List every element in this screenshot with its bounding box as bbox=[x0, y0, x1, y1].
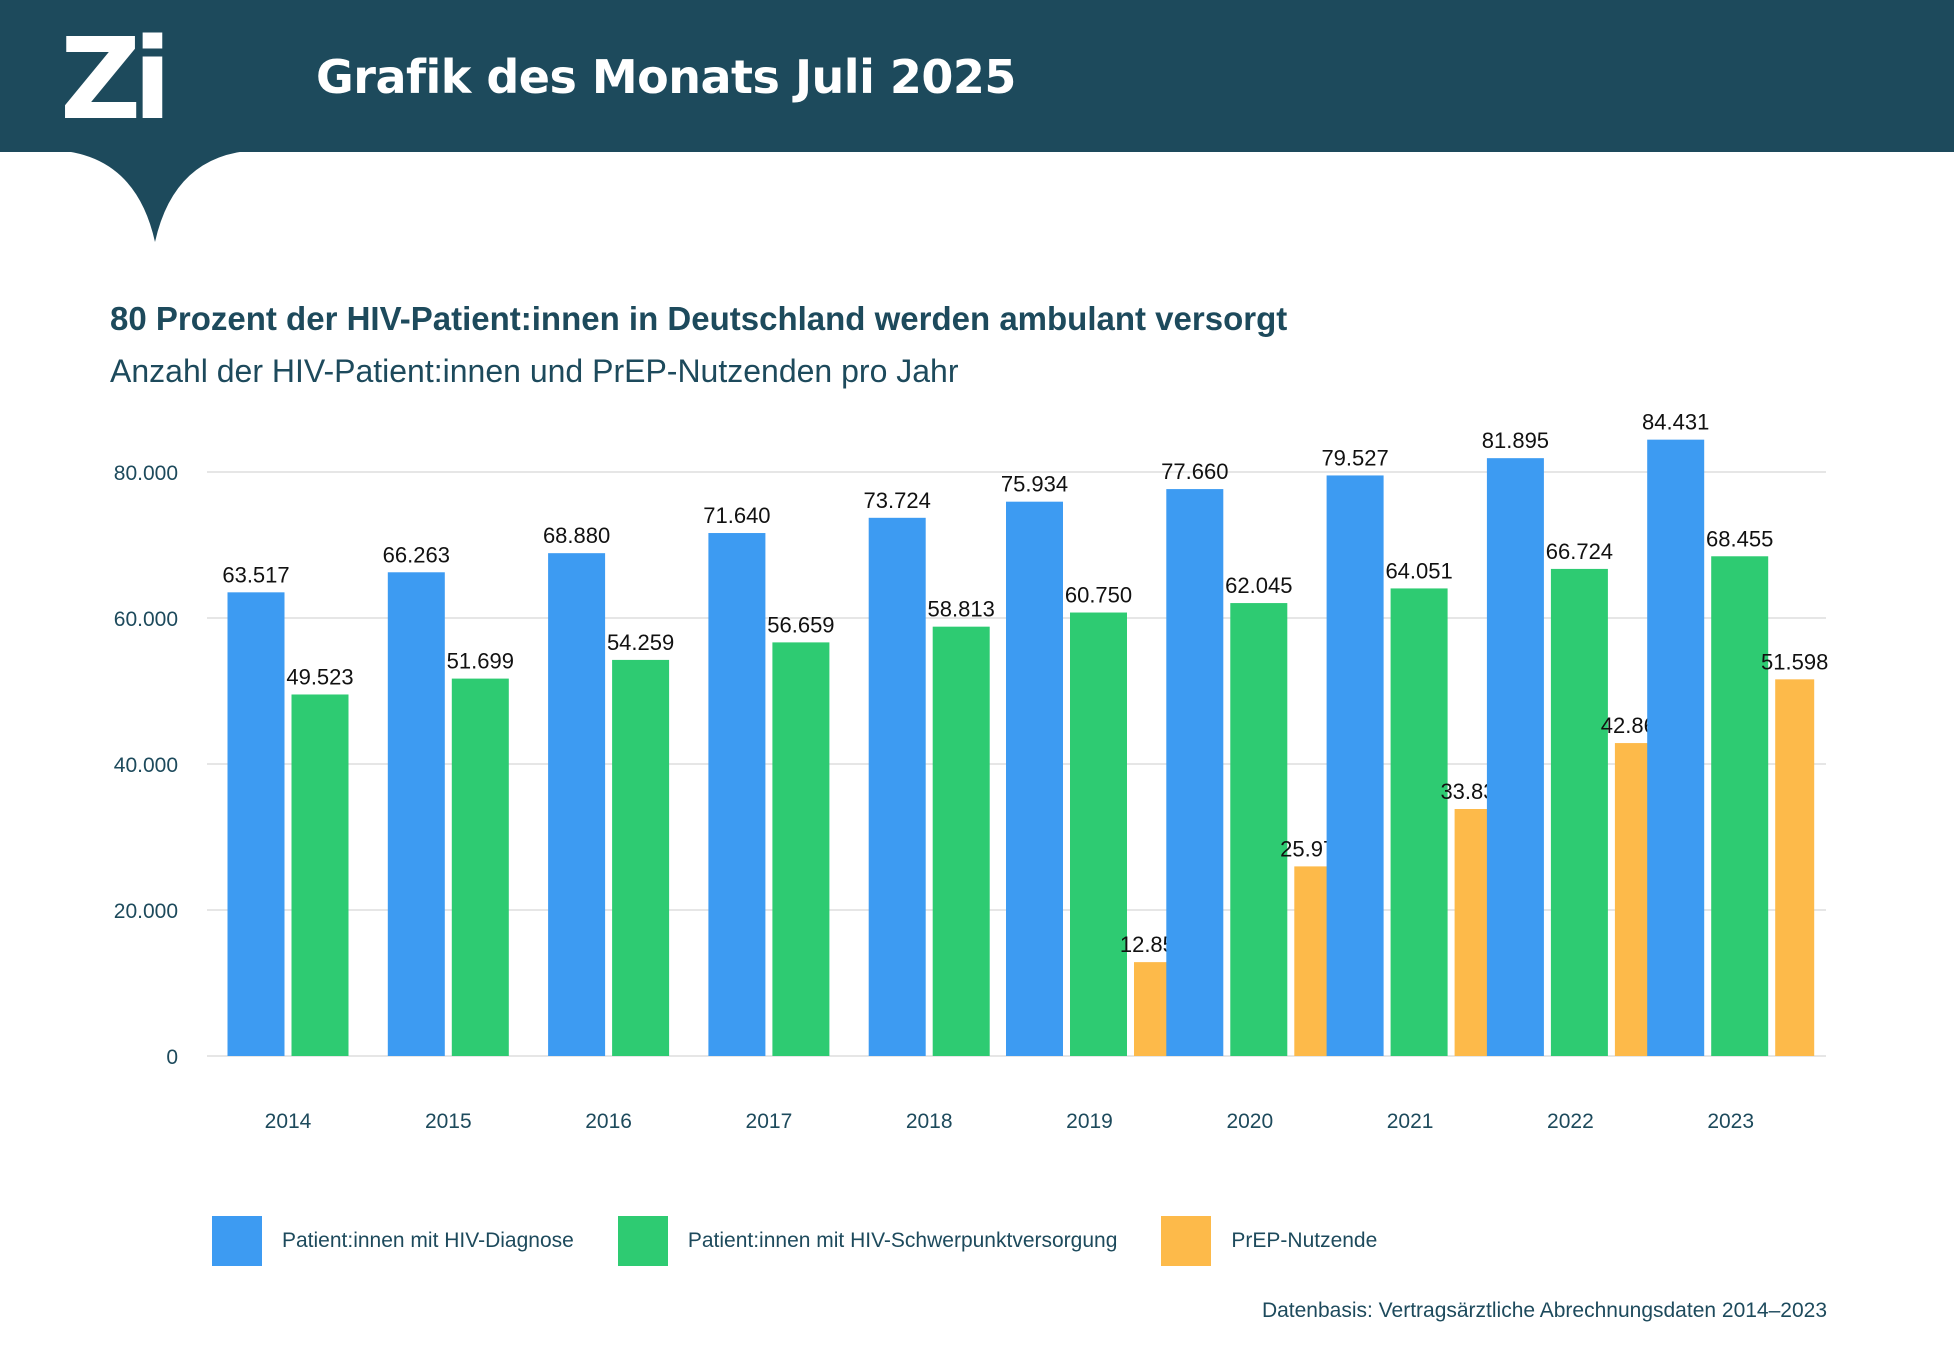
bar-hiv-diagnose bbox=[387, 572, 445, 1056]
y-tick-label: 0 bbox=[166, 1046, 178, 1069]
bar-hiv-diagnose bbox=[227, 592, 285, 1056]
bar-hiv-diagnose bbox=[868, 517, 926, 1056]
x-tick-label: 2014 bbox=[265, 1110, 312, 1133]
legend-swatch-orange bbox=[1161, 1216, 1212, 1266]
data-label: 56.659 bbox=[767, 612, 834, 637]
x-tick-label: 2021 bbox=[1387, 1110, 1434, 1133]
header-title: Grafik des Monats Juli 2025 bbox=[316, 50, 1016, 104]
data-label: 63.517 bbox=[222, 562, 289, 587]
bar-hiv-schwerpunkt bbox=[1550, 568, 1608, 1056]
y-tick-label: 60.000 bbox=[114, 608, 178, 631]
bar-hiv-schwerpunkt bbox=[932, 626, 990, 1056]
header-notch-shape bbox=[0, 150, 310, 242]
data-label: 66.263 bbox=[383, 542, 450, 567]
bar-prep bbox=[1775, 679, 1815, 1056]
data-label: 68.455 bbox=[1706, 526, 1773, 551]
bar-hiv-diagnose bbox=[708, 533, 766, 1056]
x-tick-label: 2015 bbox=[425, 1110, 472, 1133]
bar-hiv-schwerpunkt bbox=[1230, 603, 1288, 1056]
chart-legend: Patient:innen mit HIV-Diagnose Patient:i… bbox=[212, 1216, 1399, 1266]
data-label: 58.813 bbox=[928, 597, 995, 622]
x-tick-label: 2018 bbox=[906, 1110, 953, 1133]
bar-hiv-diagnose bbox=[1486, 458, 1544, 1056]
chart-title: 80 Prozent der HIV-Patient:innen in Deut… bbox=[110, 300, 1288, 337]
data-label: 75.934 bbox=[1001, 472, 1068, 497]
legend-label: PrEP-Nutzende bbox=[1231, 1229, 1378, 1252]
bar-hiv-schwerpunkt bbox=[1711, 556, 1769, 1056]
data-label: 62.045 bbox=[1225, 573, 1292, 598]
data-label: 73.724 bbox=[864, 488, 931, 513]
y-tick-label: 80.000 bbox=[114, 462, 178, 485]
bar-hiv-schwerpunkt bbox=[1390, 588, 1448, 1056]
data-label: 68.880 bbox=[543, 523, 610, 548]
x-tick-label: 2023 bbox=[1707, 1110, 1754, 1133]
data-label: 60.750 bbox=[1065, 583, 1132, 608]
header-bar: Zi Grafik des Monats Juli 2025 bbox=[0, 0, 1954, 152]
bar-hiv-diagnose bbox=[1006, 501, 1063, 1057]
data-label: 79.527 bbox=[1321, 445, 1388, 470]
x-tick-label: 2020 bbox=[1226, 1110, 1273, 1133]
x-tick-label: 2019 bbox=[1066, 1110, 1113, 1133]
bar-hiv-diagnose bbox=[548, 553, 606, 1056]
data-label: 71.640 bbox=[703, 503, 770, 528]
legend-item-hiv-schwerpunkt: Patient:innen mit HIV-Schwerpunktversorg… bbox=[617, 1216, 1118, 1266]
chart-subtitle: Anzahl der HIV-Patient:innen und PrEP-Nu… bbox=[110, 353, 959, 389]
bar-hiv-diagnose bbox=[1647, 439, 1705, 1056]
y-tick-label: 40.000 bbox=[114, 754, 178, 777]
legend-label: Patient:innen mit HIV-Diagnose bbox=[282, 1229, 574, 1252]
x-tick-label: 2022 bbox=[1547, 1110, 1594, 1133]
bar-hiv-schwerpunkt bbox=[612, 659, 670, 1056]
data-label: 51.598 bbox=[1761, 649, 1828, 674]
x-tick-label: 2017 bbox=[746, 1110, 793, 1133]
y-tick-label: 20.000 bbox=[114, 900, 178, 923]
data-label: 49.523 bbox=[286, 664, 353, 689]
bar-hiv-schwerpunkt bbox=[772, 642, 830, 1056]
bar-hiv-schwerpunkt bbox=[451, 678, 509, 1056]
data-label: 81.895 bbox=[1482, 428, 1549, 453]
data-label: 54.259 bbox=[607, 630, 674, 655]
legend-item-prep: PrEP-Nutzende bbox=[1161, 1216, 1377, 1266]
legend-swatch-green bbox=[617, 1216, 668, 1266]
bar-hiv-diagnose bbox=[1326, 475, 1384, 1057]
x-tick-label: 2016 bbox=[585, 1110, 632, 1133]
zi-logo: Zi bbox=[60, 15, 172, 145]
legend-label: Patient:innen mit HIV-Schwerpunktversorg… bbox=[687, 1229, 1118, 1252]
data-source-note: Datenbasis: Vertragsärztliche Abrechnung… bbox=[1261, 1299, 1827, 1322]
data-label: 77.660 bbox=[1161, 459, 1228, 484]
legend-item-hiv-diagnose: Patient:innen mit HIV-Diagnose bbox=[212, 1216, 574, 1266]
data-label: 64.051 bbox=[1385, 558, 1452, 583]
legend-swatch-blue bbox=[212, 1216, 262, 1266]
bar-hiv-schwerpunkt bbox=[291, 694, 349, 1056]
data-label: 66.724 bbox=[1546, 539, 1613, 564]
data-label: 51.699 bbox=[447, 649, 514, 674]
bar-hiv-schwerpunkt bbox=[1070, 612, 1127, 1056]
data-label: 84.431 bbox=[1642, 410, 1709, 435]
bar-hiv-diagnose bbox=[1166, 489, 1224, 1056]
